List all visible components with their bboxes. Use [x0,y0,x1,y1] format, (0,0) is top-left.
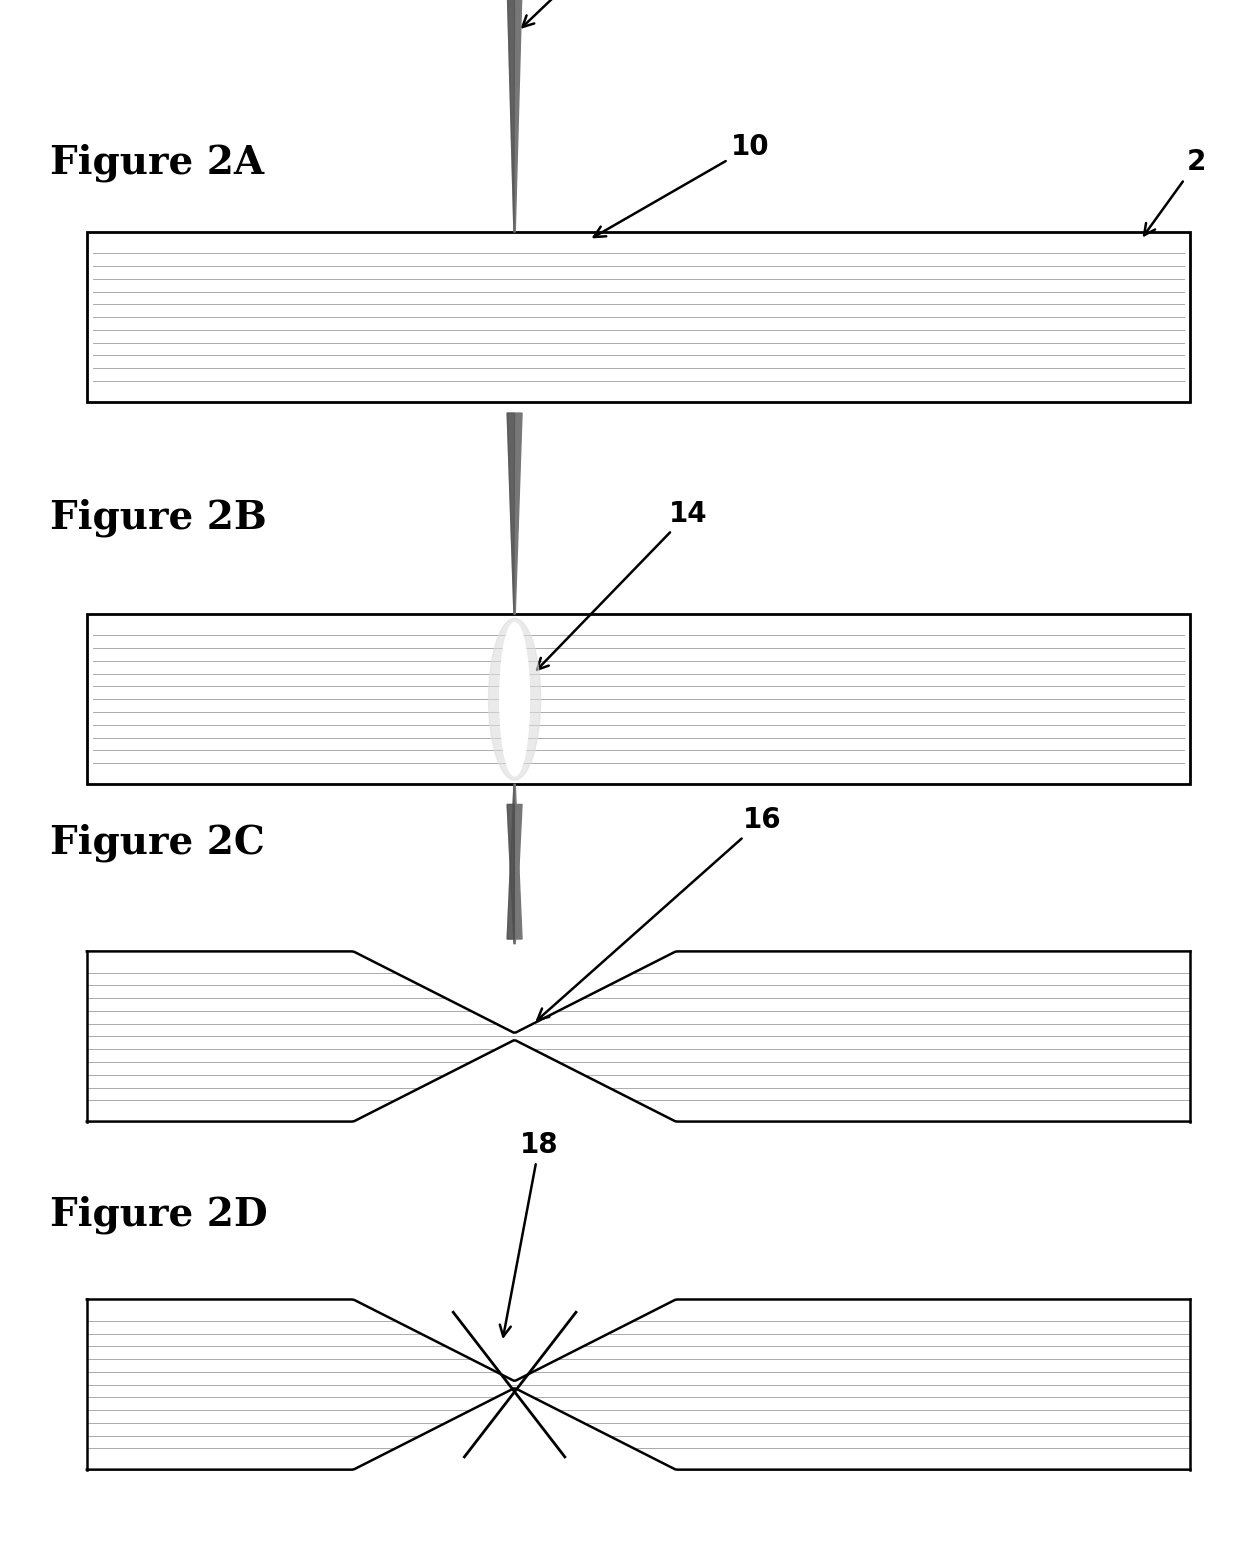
Bar [87,614,1190,784]
Ellipse shape [500,622,529,775]
Polygon shape [507,784,515,939]
Polygon shape [507,0,522,232]
Polygon shape [507,0,515,232]
Text: 18: 18 [500,1131,559,1337]
Polygon shape [87,1299,1190,1470]
Text: 14: 14 [537,500,708,670]
Text: 2: 2 [1145,149,1207,235]
Polygon shape [507,804,522,944]
Polygon shape [507,413,522,614]
Text: Figure 2B: Figure 2B [50,500,267,537]
Text: 16: 16 [537,806,782,1019]
Polygon shape [87,951,1190,1122]
Text: Figure 2D: Figure 2D [50,1196,268,1233]
Polygon shape [507,804,515,944]
Text: Figure 2C: Figure 2C [50,825,264,862]
Bar [87,232,1190,402]
Text: 10: 10 [594,133,770,237]
Text: Figure 2A: Figure 2A [50,144,264,181]
Polygon shape [507,784,522,939]
Text: 12: 12 [522,0,627,28]
Ellipse shape [489,619,541,780]
Polygon shape [507,413,515,614]
